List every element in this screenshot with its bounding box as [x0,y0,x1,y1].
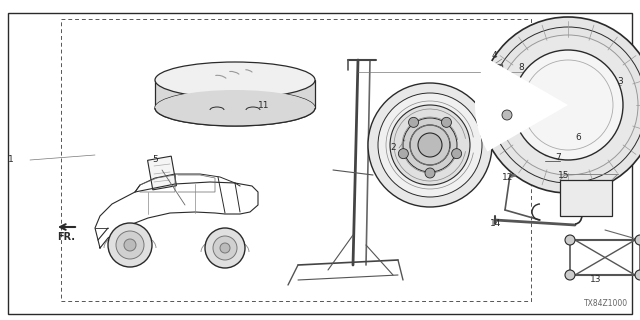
Circle shape [513,50,623,160]
Circle shape [490,27,640,183]
Circle shape [408,117,419,127]
Circle shape [523,60,613,150]
Bar [560,180,612,216]
Text: 15: 15 [558,171,570,180]
Text: 2: 2 [390,143,396,153]
Circle shape [220,243,230,253]
Circle shape [635,270,640,280]
Ellipse shape [155,90,315,126]
Circle shape [205,228,245,268]
Text: 9: 9 [497,110,503,119]
Text: 7: 7 [555,154,561,163]
Text: 6: 6 [575,133,580,142]
Circle shape [410,125,450,165]
Text: 3: 3 [617,77,623,86]
Circle shape [378,93,482,197]
Circle shape [635,235,640,245]
Circle shape [418,133,442,157]
Text: 11: 11 [258,100,269,109]
Text: 13: 13 [590,276,602,284]
Circle shape [452,149,461,159]
Circle shape [124,239,136,251]
Text: TX84Z1000: TX84Z1000 [584,299,628,308]
Circle shape [498,106,516,124]
Circle shape [398,149,408,159]
Circle shape [480,17,640,193]
Circle shape [116,231,144,259]
Circle shape [368,83,492,207]
Circle shape [425,168,435,178]
Bar [148,156,177,190]
Text: 8: 8 [518,63,524,73]
Text: 14: 14 [490,219,501,228]
Circle shape [498,35,638,175]
Text: FR.: FR. [57,232,75,242]
Circle shape [502,110,512,120]
Circle shape [108,223,152,267]
Text: 12: 12 [502,173,513,182]
Circle shape [213,236,237,260]
Text: 10: 10 [532,103,543,113]
Bar [155,80,315,108]
Circle shape [565,235,575,245]
Circle shape [524,104,536,116]
Bar [61,19,531,301]
Text: 4: 4 [492,51,498,60]
Text: 1: 1 [8,156,13,164]
Text: 5: 5 [152,156,157,164]
Circle shape [403,118,457,172]
Circle shape [565,270,575,280]
Wedge shape [475,59,568,151]
Ellipse shape [155,62,315,98]
Circle shape [442,117,451,127]
Circle shape [390,105,470,185]
Ellipse shape [155,90,315,126]
